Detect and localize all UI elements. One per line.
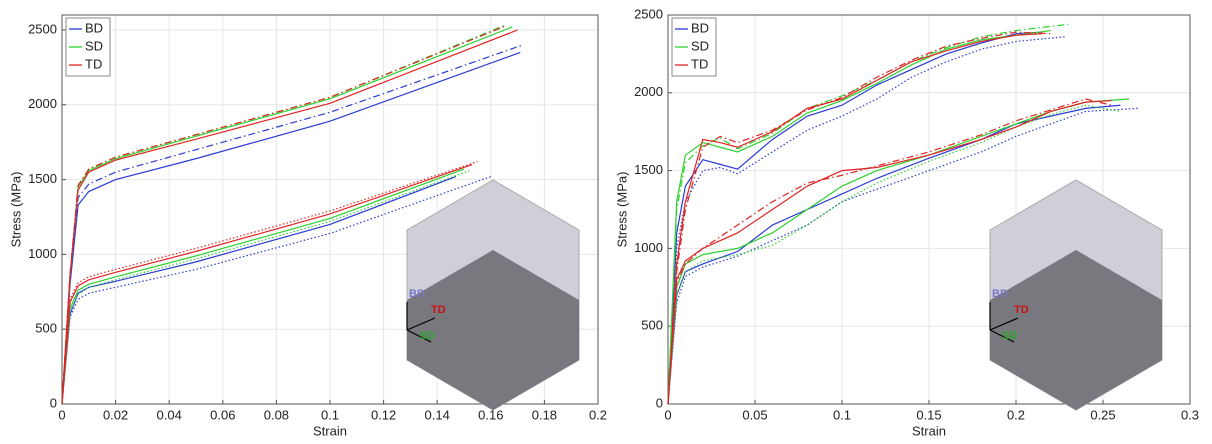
- chart-panel: 0 0.02 0.04 0.06 0.08 0.1 0.12 0.14 0.16 0.18 0.2 0…: [8, 14, 607, 438]
- inset-cube: BD TD SD: [989, 179, 1163, 411]
- stress-strain-curve: [667, 36, 1065, 405]
- y-tick-label: 0: [656, 395, 663, 410]
- inset-axis-label: SD: [1002, 330, 1017, 342]
- y-tick-label: 1000: [28, 246, 57, 261]
- legend-label: TD: [691, 56, 708, 71]
- stress-strain-curve: [667, 29, 1051, 405]
- plot-frame: [667, 14, 1191, 405]
- x-tick-label: 0.1: [833, 407, 851, 422]
- cube-floor: [990, 250, 1162, 410]
- x-tick-label: 0: [58, 407, 65, 422]
- stress-strain-curve: [61, 24, 508, 405]
- stress-strain-curve: [667, 99, 1112, 405]
- y-tick-label: 500: [35, 321, 57, 336]
- stress-strain-curve: [667, 98, 1112, 405]
- chart-panel: 0 0.05 0.1 0.15 0.2 0.25 0.3 0 500 1000 1500 2000 25…: [614, 6, 1199, 438]
- x-tick-label: 0.3: [1181, 407, 1199, 422]
- axis-arrow: [989, 302, 1019, 343]
- inset-axis-label: SD: [419, 330, 434, 342]
- y-tick-label: 500: [641, 318, 663, 333]
- legend-label: BD: [691, 20, 709, 35]
- y-tick-label: 2000: [28, 96, 57, 111]
- stress-strain-curve: [667, 104, 1121, 405]
- y-tick-label: 2500: [634, 6, 663, 21]
- inset-axis-label: TD: [431, 304, 446, 316]
- stress-strain-curve: [667, 33, 1043, 405]
- legend-label: TD: [85, 56, 102, 71]
- inset-cube: BD TD SD: [406, 179, 580, 411]
- legend-label: SD: [85, 38, 103, 53]
- x-axis-label: Strain: [912, 423, 946, 438]
- legend-label: SD: [691, 38, 709, 53]
- stress-strain-curve: [61, 168, 465, 405]
- x-tick-label: 0: [664, 407, 671, 422]
- stress-strain-curve: [667, 31, 1043, 405]
- legend-label: BD: [85, 20, 103, 35]
- inset-axis-label: BD: [409, 288, 425, 300]
- x-tick-label: 0.2: [589, 407, 607, 422]
- inset-axis-label: BD: [992, 288, 1008, 300]
- y-tick-label: 1000: [634, 240, 663, 255]
- stress-strain-curve: [61, 176, 457, 405]
- stress-strain-curve: [667, 31, 1051, 405]
- inset-axis-label: TD: [1014, 304, 1029, 316]
- x-tick-label: 0.12: [371, 407, 396, 422]
- x-tick-label: 0.25: [1090, 407, 1115, 422]
- y-tick-label: 1500: [28, 171, 57, 186]
- stress-strain-curve: [61, 164, 473, 405]
- y-axis-label: Stress (MPa): [8, 172, 23, 248]
- x-tick-label: 0.16: [478, 407, 503, 422]
- plot-frame: [61, 14, 599, 405]
- x-tick-label: 0.04: [157, 407, 182, 422]
- x-tick-label: 0.1: [321, 407, 339, 422]
- stress-strain-curve: [61, 29, 518, 405]
- y-tick-label: 0: [50, 395, 57, 410]
- x-tick-label: 0.14: [425, 407, 450, 422]
- x-tick-label: 0.15: [916, 407, 941, 422]
- y-tick-label: 2000: [634, 84, 663, 99]
- axis-arrow: [406, 302, 436, 343]
- y-tick-label: 2500: [28, 21, 57, 36]
- x-tick-label: 0.08: [264, 407, 289, 422]
- x-tick-label: 0.05: [742, 407, 767, 422]
- stress-strain-curve: [61, 161, 478, 405]
- cube-floor: [407, 250, 579, 410]
- y-tick-label: 1500: [634, 162, 663, 177]
- x-axis-label: Strain: [313, 423, 347, 438]
- stress-strain-curve: [61, 176, 492, 405]
- y-axis-label: Stress (MPa): [614, 172, 629, 248]
- x-tick-label: 0.02: [103, 407, 128, 422]
- x-tick-label: 0.2: [1007, 407, 1025, 422]
- x-tick-label: 0.06: [210, 407, 235, 422]
- x-tick-label: 0.18: [532, 407, 557, 422]
- stress-strain-curve: [667, 98, 1130, 405]
